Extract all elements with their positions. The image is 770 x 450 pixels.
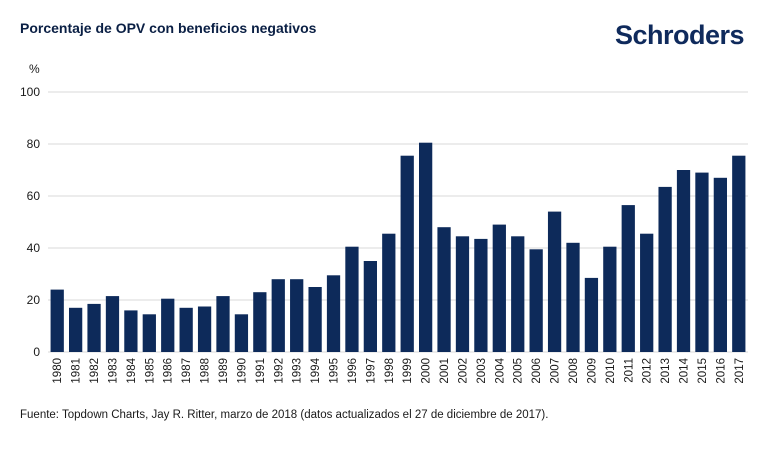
bar-1996 — [345, 246, 359, 352]
y-tick-label: 40 — [27, 241, 41, 255]
x-tick-label: 2014 — [679, 357, 691, 383]
bar-1982 — [87, 303, 101, 352]
x-tick-label: 2007 — [550, 358, 562, 384]
x-tick-label: 1994 — [310, 357, 322, 383]
bar-2004 — [492, 224, 506, 352]
x-tick-label: 1988 — [200, 358, 212, 384]
bar-2013 — [658, 186, 672, 352]
y-tick-label: 80 — [27, 137, 41, 151]
bar-2002 — [455, 236, 470, 352]
x-tick-label: 2016 — [715, 358, 727, 384]
x-tick-label: 1987 — [181, 358, 193, 384]
bar-2010 — [603, 246, 617, 352]
bar-2015 — [695, 172, 709, 352]
x-tick-label: 2001 — [439, 358, 451, 384]
x-tick-label: 2006 — [531, 358, 543, 384]
bar-2000 — [419, 142, 433, 352]
bar-2001 — [437, 227, 451, 352]
bar-2008 — [566, 242, 580, 352]
y-tick-label: 0 — [33, 345, 40, 359]
y-tick-label: 100 — [20, 85, 40, 99]
x-tick-label: 2000 — [421, 358, 433, 384]
bars — [50, 142, 746, 352]
bar-2014 — [676, 170, 691, 352]
bar-2016 — [713, 177, 727, 352]
bar-1990 — [234, 314, 249, 352]
y-axis-ticks: 0 20 40 60 80 100 — [20, 85, 40, 359]
bar-2012 — [640, 233, 654, 352]
bar-1989 — [216, 296, 230, 352]
x-tick-label: 1992 — [273, 358, 285, 384]
chart-title: Porcentaje de OPV con beneficios negativ… — [20, 20, 317, 36]
x-axis-ticks: 1980 1981 1982 1983 1984 1985 1986 1987 1988 1989… — [52, 357, 746, 383]
bar-2007 — [547, 211, 562, 352]
x-tick-label: 2011 — [623, 358, 635, 383]
x-tick-label: 1991 — [255, 358, 267, 384]
bar-1986 — [161, 298, 175, 352]
x-tick-label: 1982 — [89, 358, 101, 384]
bar-1992 — [271, 279, 285, 352]
bar-1984 — [124, 310, 138, 352]
bar-2003 — [474, 238, 488, 352]
x-tick-label: 2003 — [476, 358, 488, 384]
schroders-logo: Schroders — [614, 20, 745, 50]
source-note: Fuente: Topdown Charts, Jay R. Ritter, m… — [20, 409, 549, 421]
bar-1998 — [382, 233, 396, 352]
bar-2006 — [529, 249, 543, 352]
x-tick-label: 1998 — [384, 358, 396, 384]
x-tick-label: 1990 — [236, 358, 248, 384]
x-tick-label: 1986 — [163, 358, 175, 384]
bar-1993 — [290, 279, 304, 352]
x-tick-label: 1981 — [71, 358, 83, 384]
bar-1995 — [326, 275, 341, 352]
x-tick-label: 1984 — [126, 357, 138, 383]
y-tick-label: 60 — [27, 189, 41, 203]
x-tick-label: 2009 — [586, 358, 598, 384]
bar-1983 — [105, 296, 120, 352]
bar-1985 — [142, 314, 156, 352]
bar-1994 — [308, 287, 322, 352]
x-tick-label: 1995 — [329, 358, 341, 384]
bar-1981 — [69, 307, 83, 352]
x-tick-label: 1989 — [218, 358, 230, 384]
x-tick-label: 2005 — [513, 358, 525, 384]
bar-2017 — [732, 155, 746, 352]
bar-2011 — [621, 205, 635, 352]
x-tick-label: 1983 — [107, 358, 119, 384]
bar-1997 — [363, 261, 377, 352]
x-tick-label: 2015 — [697, 358, 709, 384]
x-tick-label: 2002 — [457, 358, 469, 384]
x-tick-label: 1996 — [347, 358, 359, 384]
x-tick-label: 2008 — [568, 358, 580, 384]
bar-1987 — [179, 307, 193, 352]
bar-1980 — [50, 289, 64, 352]
x-tick-label: 2004 — [494, 357, 506, 383]
y-tick-label: 20 — [27, 293, 41, 307]
x-tick-label: 1999 — [402, 358, 414, 384]
y-axis-unit-label: % — [29, 62, 40, 76]
bar-1991 — [253, 292, 267, 352]
bar-2009 — [584, 277, 599, 352]
x-tick-label: 2017 — [734, 358, 746, 384]
x-tick-label: 1993 — [292, 358, 304, 384]
bar-1999 — [400, 155, 414, 352]
x-tick-label: 1985 — [144, 358, 156, 384]
bar-1988 — [197, 306, 212, 352]
x-tick-label: 2010 — [605, 358, 617, 384]
bar-2005 — [511, 236, 525, 352]
x-tick-label: 2012 — [642, 358, 654, 384]
x-tick-label: 1997 — [365, 358, 377, 384]
x-tick-label: 1980 — [52, 358, 64, 384]
x-tick-label: 2013 — [660, 358, 672, 384]
